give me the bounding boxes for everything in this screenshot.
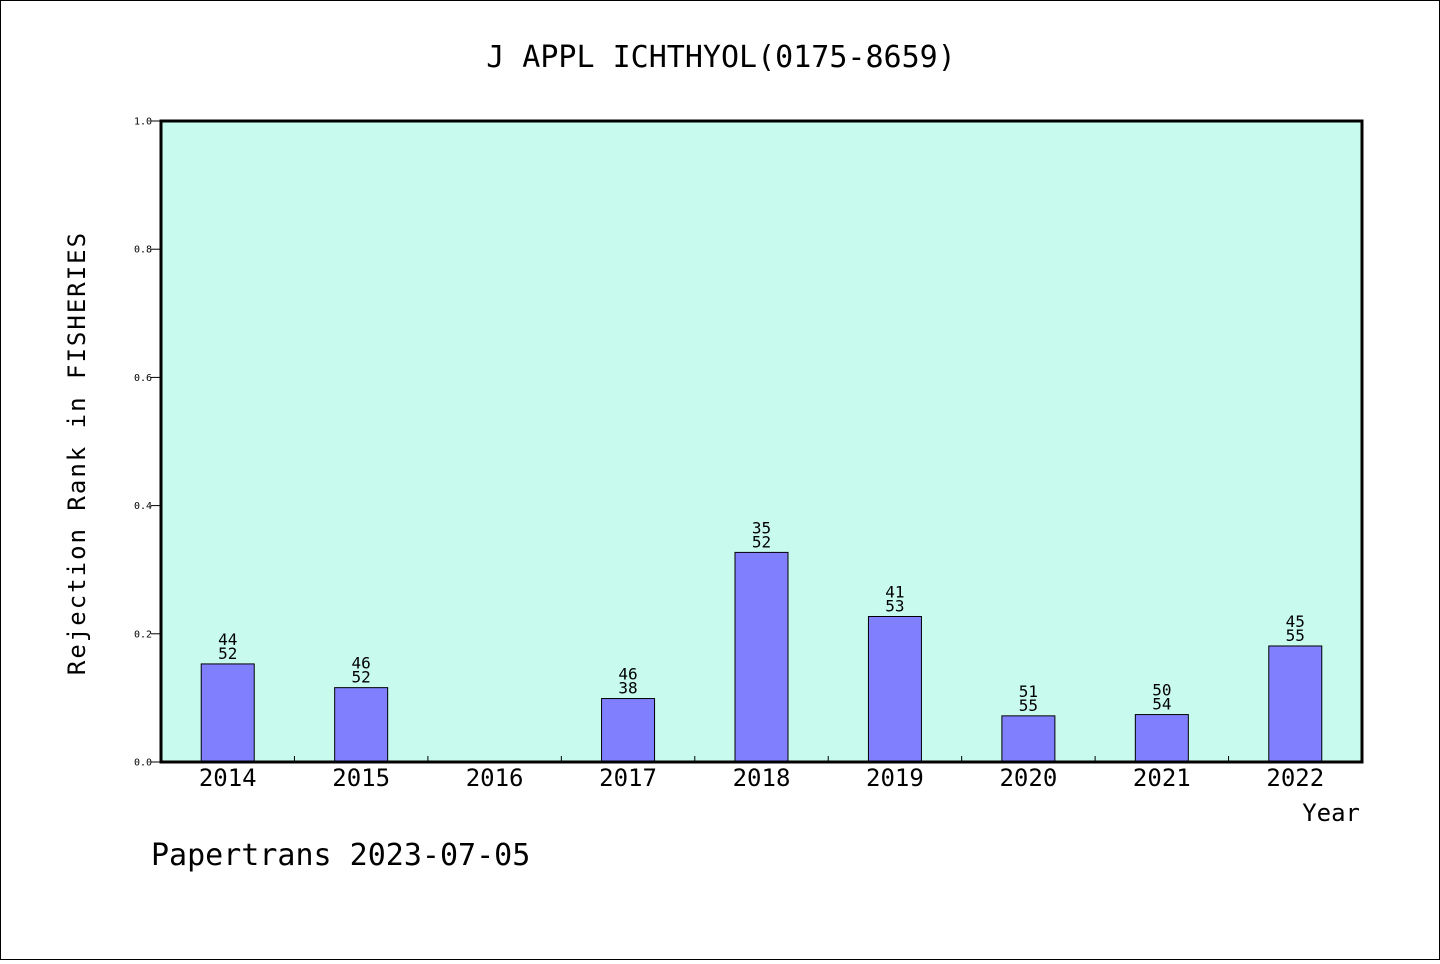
bar-label-2021-2: 54 — [1152, 695, 1171, 714]
bar-2018 — [734, 551, 789, 763]
y-tick-label-1: 0.2 — [134, 629, 152, 640]
bar-label-2015-2: 52 — [352, 668, 371, 687]
bar-label-2021-1: 50 — [1152, 681, 1171, 700]
plot-border — [159, 119, 1364, 764]
bar-2014 — [200, 663, 255, 763]
bar-label-2014-2: 52 — [218, 644, 237, 663]
y-tick-label-3: 0.6 — [134, 373, 152, 384]
chart-title: J APPL ICHTHYOL(0175-8659) — [486, 40, 956, 75]
y-tick-label-4: 0.8 — [134, 245, 152, 256]
bar-2015 — [334, 687, 389, 763]
x-tick-label-2017: 2017 — [599, 764, 657, 792]
y-tick-label-0: 0.0 — [134, 758, 152, 769]
bar-2022 — [1268, 645, 1323, 763]
x-tick-label-2020: 2020 — [999, 764, 1057, 792]
x-tick-label-2021: 2021 — [1133, 764, 1191, 792]
x-tick-label-2014: 2014 — [199, 764, 257, 792]
bar-2020 — [1001, 715, 1056, 763]
x-tick-label-2019: 2019 — [866, 764, 924, 792]
x-tick-label-2015: 2015 — [332, 764, 390, 792]
bar-label-2017-1: 46 — [618, 665, 637, 684]
y-axis: 0.0 0.2 0.4 0.6 0.8 1.0 — [134, 117, 161, 769]
x-axis: 2014 2015 2016 2017 2018 2019 2020 2021 2022 — [199, 756, 1324, 792]
y-tick-label-2: 0.4 — [134, 501, 152, 512]
bar-label-2019-2: 53 — [885, 596, 904, 615]
x-tick-label-2018: 2018 — [733, 764, 791, 792]
bar-2019 — [867, 615, 922, 763]
footer-credit: Papertrans 2023-07-05 — [151, 838, 530, 873]
bar-label-2019-1: 41 — [885, 582, 904, 601]
bar-2021 — [1134, 714, 1189, 763]
bar-label-2015-1: 46 — [352, 654, 371, 673]
x-tick-label-2022: 2022 — [1266, 764, 1324, 792]
bar-label-2020-1: 51 — [1019, 682, 1038, 701]
bar-label-2020-2: 55 — [1019, 696, 1038, 715]
bar-label-2014-1: 44 — [218, 630, 237, 649]
y-tick-label-5: 1.0 — [134, 117, 152, 128]
bars-group — [200, 551, 1323, 763]
bar-2017 — [601, 698, 656, 763]
y-axis-label: Rejection Rank in FISHERIES — [63, 231, 91, 675]
bar-label-2018-1: 35 — [752, 518, 771, 537]
bar-label-2022-2: 55 — [1286, 626, 1305, 645]
x-tick-label-2016: 2016 — [466, 764, 524, 792]
bar-label-2022-1: 45 — [1286, 612, 1305, 631]
x-axis-label: Year — [1302, 799, 1360, 827]
bar-label-2018-2: 52 — [752, 532, 771, 551]
bar-label-2017-2: 38 — [618, 679, 637, 698]
